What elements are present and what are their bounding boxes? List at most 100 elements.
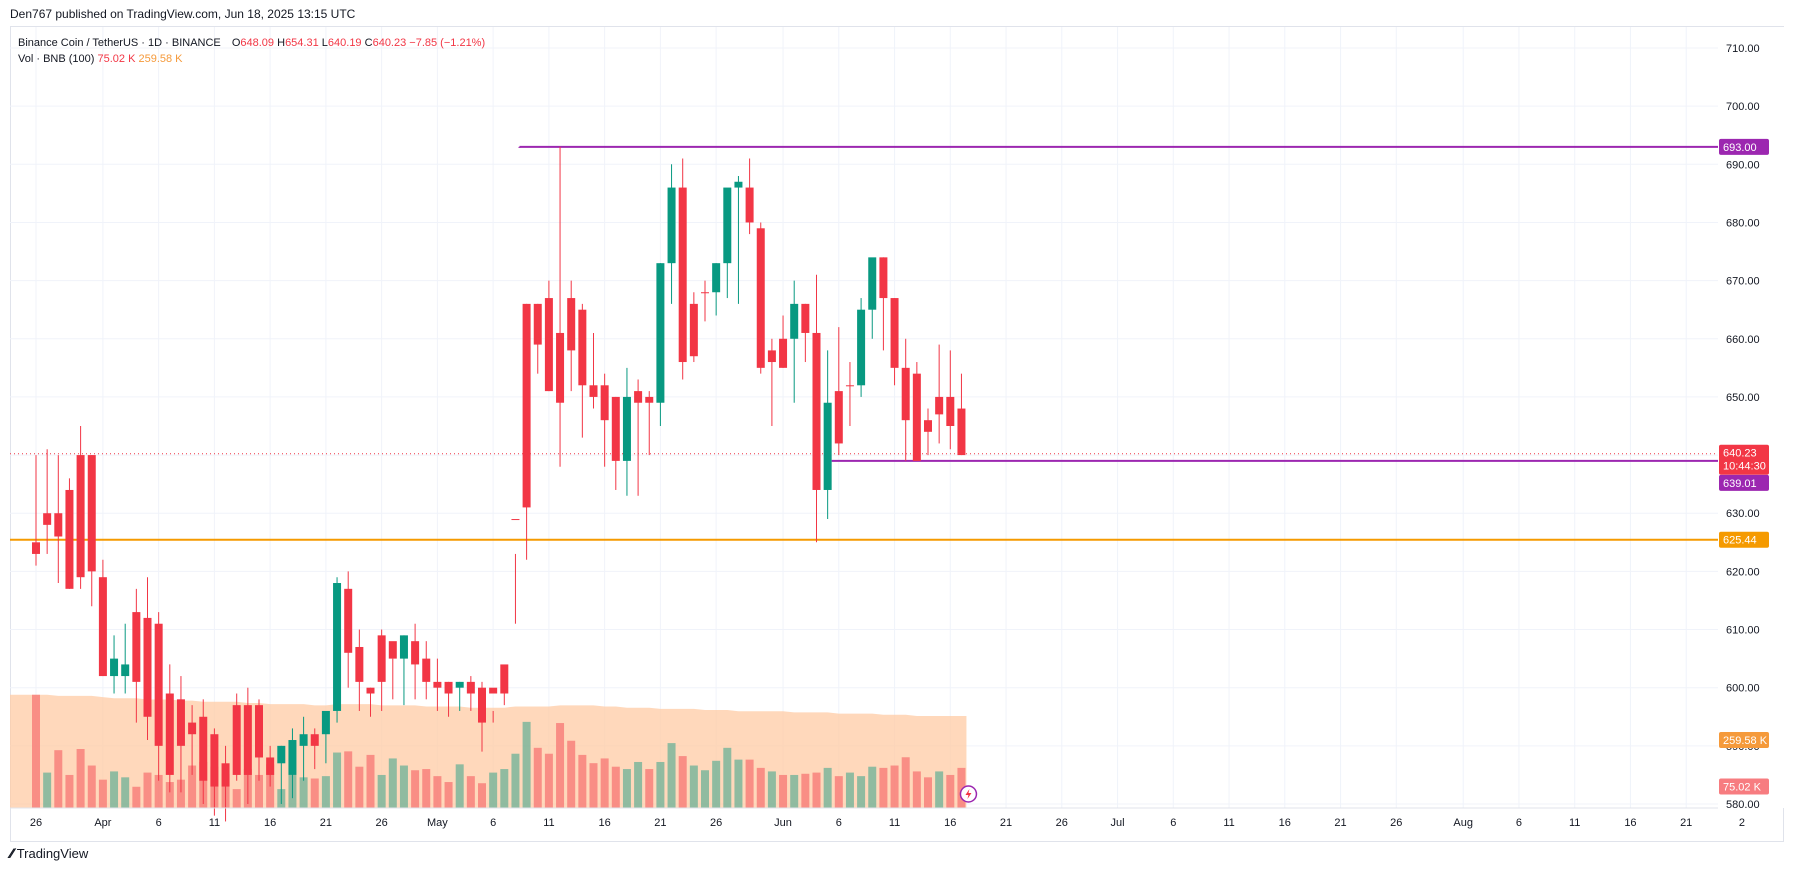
- x-tick-label-17: 21: [1000, 817, 1012, 829]
- volume-bar-20: [255, 774, 263, 808]
- candle-body-43: [511, 519, 520, 521]
- x-tick-label-22: 16: [1279, 817, 1291, 829]
- x-tick-label-25: Aug: [1453, 817, 1473, 829]
- candle-body-69: [801, 303, 810, 333]
- legend-open: 648.09: [240, 37, 275, 49]
- volume-bar-58: [678, 756, 687, 808]
- candle-body-36: [433, 681, 442, 688]
- candle-body-31: [377, 635, 386, 682]
- x-tick-label-29: 21: [1680, 817, 1692, 829]
- candle-body-39: [466, 681, 475, 694]
- y-tick-label-1: 700.00: [1726, 101, 1760, 113]
- volume-bar-49: [578, 754, 587, 808]
- y-tick-label-9: 620.00: [1726, 566, 1760, 578]
- candle-body-73: [845, 385, 854, 387]
- y-tick-label-3: 680.00: [1726, 217, 1760, 229]
- volume-bar-3: [65, 774, 74, 808]
- x-tick-label-8: 6: [490, 817, 496, 829]
- x-tick-label-16: 16: [944, 817, 956, 829]
- y-tick-label-11: 600.00: [1726, 683, 1760, 695]
- candle-body-63: [734, 181, 743, 188]
- x-tick-label-6: 26: [376, 817, 388, 829]
- volume-bar-47: [556, 723, 565, 808]
- candle-body-44: [522, 303, 531, 508]
- volume-bar-60: [701, 770, 709, 808]
- volume-bar-28: [344, 751, 353, 808]
- x-tick-label-19: Jul: [1111, 817, 1125, 829]
- volume-bar-37: [444, 782, 453, 808]
- candle-body-0: [32, 542, 40, 554]
- x-tick-label-4: 16: [264, 817, 276, 829]
- volume-bar-45: [533, 747, 542, 808]
- last-price-tag: 640.23: [1723, 448, 1757, 460]
- candle-body-76: [879, 257, 888, 299]
- candle-body-64: [745, 187, 754, 223]
- volume-bar-29: [355, 766, 364, 808]
- candle-body-49: [578, 309, 587, 386]
- volume-bar-12: [165, 782, 174, 808]
- volume-bar-38: [455, 764, 464, 808]
- volume-bar-6: [98, 779, 107, 808]
- volume-bar-11: [154, 774, 163, 808]
- vol-tag: 75.02 K: [1723, 782, 1762, 794]
- candle-body-75: [868, 257, 877, 310]
- candle-body-79: [912, 373, 921, 461]
- legend-high: 654.31: [285, 37, 319, 49]
- volume-bar-71: [823, 767, 832, 808]
- volume-bar-83: [957, 767, 966, 808]
- candle-body-1: [43, 513, 52, 525]
- candle-body-68: [790, 303, 799, 339]
- legend-high-label: H: [277, 37, 286, 49]
- candle-body-66: [767, 350, 776, 363]
- candle-body-27: [333, 583, 342, 711]
- candle-body-32: [388, 641, 397, 659]
- y-tick-label-13: 580.00: [1726, 799, 1760, 811]
- candle-body-72: [834, 391, 843, 444]
- volume-bar-54: [634, 761, 643, 808]
- x-tick-label-1: Apr: [94, 817, 111, 829]
- footer-brand[interactable]: ⁄∕ TradingView: [10, 845, 88, 861]
- candle-body-21: [266, 757, 275, 775]
- candle-body-55: [645, 396, 654, 403]
- candle-body-9: [132, 612, 141, 682]
- volume-bar-5: [87, 765, 96, 808]
- candle-body-80: [924, 420, 932, 432]
- volume-bar-9: [132, 786, 141, 808]
- candle-body-23: [288, 740, 297, 775]
- candle-body-16: [210, 734, 219, 787]
- legend-volume-row: Vol · BNB (100) 75.02 K 259.58 K: [18, 51, 485, 67]
- resistance-price-tag-bg: [1719, 138, 1769, 155]
- candle-body-54: [634, 391, 643, 403]
- volume-bar-44: [522, 721, 531, 808]
- x-tick-label-0: 26: [30, 817, 42, 829]
- volume-bar-55: [645, 769, 654, 808]
- candle-body-42: [500, 664, 509, 694]
- x-tick-label-23: 21: [1334, 817, 1346, 829]
- volume-bar-36: [433, 776, 442, 808]
- candle-body-58: [678, 187, 687, 363]
- volume-bar-76: [879, 767, 888, 808]
- candle-body-19: [243, 705, 252, 775]
- candle-body-18: [232, 705, 241, 775]
- volume-bar-53: [622, 769, 631, 808]
- legend-open-label: O: [231, 37, 241, 49]
- volume-bar-10: [143, 772, 152, 808]
- candle-body-65: [756, 228, 765, 368]
- candle-body-52: [611, 396, 620, 461]
- volume-bar-7: [110, 771, 119, 808]
- volume-bar-42: [500, 769, 509, 808]
- candle-body-8: [121, 664, 130, 677]
- x-tick-label-27: 11: [1569, 817, 1580, 829]
- support-price-tag: 639.01: [1723, 478, 1757, 490]
- candle-body-24: [299, 734, 308, 746]
- candle-body-45: [533, 303, 542, 345]
- x-tick-label-28: 16: [1624, 817, 1636, 829]
- y-tick-label-2: 690.00: [1726, 159, 1760, 171]
- candle-body-25: [310, 734, 319, 746]
- legend-vol-ma: 259.58 K: [138, 53, 183, 65]
- candle-body-7: [110, 658, 119, 677]
- candle-body-70: [812, 332, 821, 490]
- candle-body-67: [779, 338, 788, 368]
- candle-body-78: [901, 367, 910, 421]
